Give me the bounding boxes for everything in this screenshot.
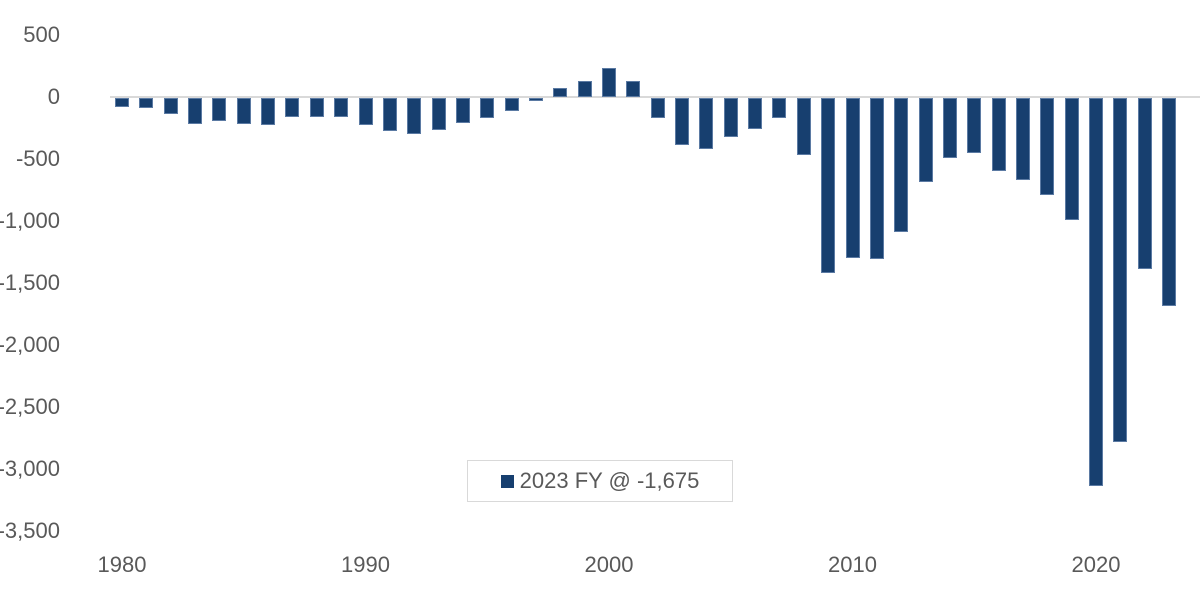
legend: 2023 FY @ -1,675 bbox=[467, 460, 733, 502]
x-tick-label: 2020 bbox=[1071, 552, 1121, 577]
x-tick-label: 2010 bbox=[828, 552, 877, 577]
bar-2001 bbox=[626, 81, 641, 97]
bar-2013 bbox=[918, 98, 933, 183]
bar-1981 bbox=[139, 98, 154, 108]
bar-2011 bbox=[869, 98, 884, 260]
y-tick-label: -2,500 bbox=[0, 394, 60, 419]
bar-2022 bbox=[1137, 98, 1152, 269]
bar-2008 bbox=[796, 98, 811, 155]
bar-2012 bbox=[894, 98, 909, 232]
bar-1989 bbox=[334, 98, 349, 117]
bar-1993 bbox=[431, 98, 446, 130]
bar-1984 bbox=[212, 98, 227, 121]
bar-2009 bbox=[821, 98, 836, 274]
y-tick-label: -1,000 bbox=[0, 208, 60, 233]
bar-2006 bbox=[748, 98, 763, 129]
bar-1995 bbox=[480, 98, 495, 119]
zero-baseline bbox=[110, 96, 1200, 98]
bar-2021 bbox=[1113, 98, 1128, 443]
bar-2003 bbox=[675, 98, 690, 145]
bar-2016 bbox=[991, 98, 1006, 171]
bar-1998 bbox=[553, 88, 568, 97]
bar-1987 bbox=[285, 98, 300, 117]
bar-1985 bbox=[236, 98, 251, 125]
bar-1997 bbox=[528, 98, 543, 101]
bar-2019 bbox=[1064, 98, 1079, 221]
legend-swatch-icon bbox=[500, 474, 514, 488]
bar-2007 bbox=[772, 98, 787, 118]
bar-1986 bbox=[261, 98, 276, 126]
bar-1982 bbox=[163, 98, 178, 114]
x-tick-label: 2000 bbox=[584, 552, 634, 577]
bar-2018 bbox=[1040, 98, 1055, 195]
bar-1988 bbox=[309, 98, 324, 118]
bar-1996 bbox=[504, 98, 519, 112]
bar-2002 bbox=[650, 98, 665, 118]
bar-1990 bbox=[358, 98, 373, 126]
legend-label: 2023 FY @ -1,675 bbox=[519, 468, 700, 493]
bar-1999 bbox=[577, 81, 592, 97]
x-tick-label: 1990 bbox=[341, 552, 390, 577]
y-tick-label: -1,500 bbox=[0, 270, 60, 295]
y-tick-label: -2,000 bbox=[0, 332, 60, 357]
bar-1991 bbox=[382, 98, 397, 132]
x-tick-label: 1980 bbox=[97, 552, 147, 577]
bar-2017 bbox=[1015, 98, 1030, 181]
y-tick-label: -3,500 bbox=[0, 518, 60, 543]
bar-1994 bbox=[455, 98, 470, 124]
bar-2000 bbox=[602, 67, 616, 97]
y-tick-label: -500 bbox=[15, 146, 60, 171]
bar-2020 bbox=[1089, 98, 1103, 487]
bar-2015 bbox=[967, 98, 982, 153]
bar-2005 bbox=[723, 98, 738, 138]
y-tick-label: 500 bbox=[23, 22, 60, 47]
bar-2004 bbox=[699, 98, 714, 150]
y-tick-label: -3,000 bbox=[0, 456, 60, 481]
bar-2010 bbox=[845, 98, 860, 259]
bar-1980 bbox=[115, 98, 129, 108]
y-tick-label: 0 bbox=[47, 84, 60, 109]
bar-2023 bbox=[1162, 98, 1177, 306]
bar-1992 bbox=[407, 98, 422, 134]
bar-2014 bbox=[942, 98, 957, 159]
bar-1983 bbox=[188, 98, 203, 124]
